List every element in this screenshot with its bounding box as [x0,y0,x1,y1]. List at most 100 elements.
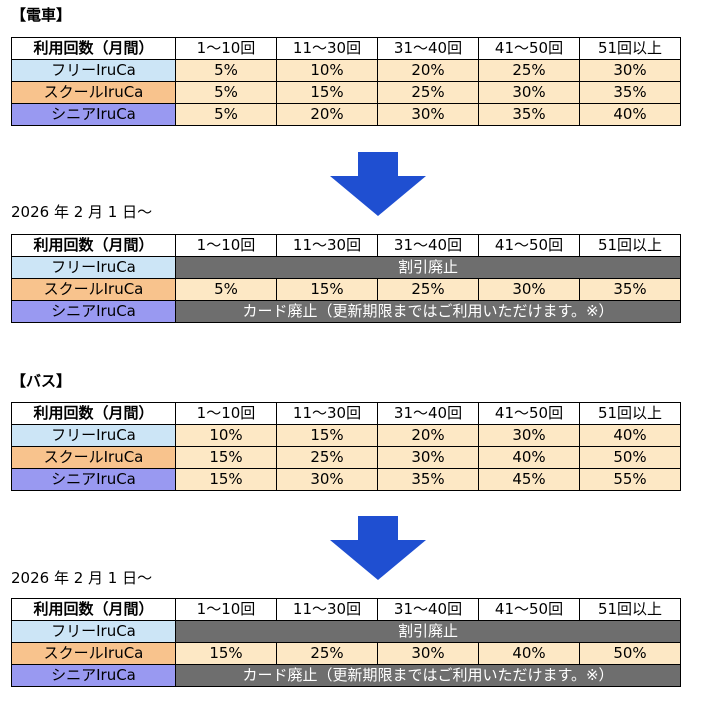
discount-cell: 40% [579,103,681,126]
discount-cell: 50% [579,642,681,665]
row-label-senior: シニアIruCa [11,300,176,323]
discount-cell: 20% [276,103,378,126]
table-row: スクールIruCa 5% 15% 25% 30% 35% [11,278,681,301]
discount-cell: 55% [579,468,681,491]
card-abolished-note: カード廃止（更新期限まではご利用いただけます。※） [175,300,681,323]
train-heading: 【電車】 [11,6,72,24]
header-usage-count: 利用回数（月間） [11,234,176,257]
discount-cell: 50% [579,446,681,469]
header-col: 31～40回 [377,37,479,60]
table-header-row: 利用回数（月間） 1～10回 11～30回 31～40回 41～50回 51回以… [11,402,681,425]
discount-cell: 15% [276,278,378,301]
discount-cell: 5% [175,278,277,301]
header-col: 1～10回 [175,402,277,425]
table-row: シニアIruCa 5% 20% 30% 35% 40% [11,103,681,126]
discount-cell: 30% [478,81,580,104]
row-label-free: フリーIruCa [11,59,176,82]
table-row: フリーIruCa 10% 15% 20% 30% 40% [11,424,681,447]
row-label-free: フリーIruCa [11,620,176,643]
discount-cell: 25% [276,446,378,469]
header-col: 41～50回 [478,234,580,257]
train-current-table: 利用回数（月間） 1～10回 11～30回 31～40回 41～50回 51回以… [11,37,681,126]
table-row: フリーIruCa 割引廃止 [11,620,681,643]
row-label-school: スクールIruCa [11,81,176,104]
header-col: 31～40回 [377,234,479,257]
header-col: 11～30回 [276,234,378,257]
header-col: 11～30回 [276,598,378,621]
table-row: フリーIruCa 5% 10% 20% 25% 30% [11,59,681,82]
row-label-senior: シニアIruCa [11,468,176,491]
discount-abolished-note: 割引廃止 [175,256,681,279]
discount-cell: 30% [478,424,580,447]
table-header-row: 利用回数（月間） 1～10回 11～30回 31～40回 41～50回 51回以… [11,234,681,257]
discount-cell: 5% [175,59,277,82]
row-label-free: フリーIruCa [11,256,176,279]
header-col: 41～50回 [478,598,580,621]
discount-cell: 15% [175,642,277,665]
header-usage-count: 利用回数（月間） [11,598,176,621]
table-row: シニアIruCa 15% 30% 35% 45% 55% [11,468,681,491]
discount-cell: 30% [478,278,580,301]
discount-cell: 40% [478,642,580,665]
header-col: 1～10回 [175,234,277,257]
discount-cell: 30% [377,642,479,665]
row-label-free: フリーIruCa [11,424,176,447]
header-col: 51回以上 [579,402,681,425]
discount-cell: 30% [579,59,681,82]
header-usage-count: 利用回数（月間） [11,37,176,60]
discount-cell: 30% [377,103,479,126]
down-arrow-icon [330,152,426,216]
discount-cell: 45% [478,468,580,491]
discount-cell: 25% [478,59,580,82]
discount-cell: 25% [276,642,378,665]
header-col: 41～50回 [478,37,580,60]
discount-cell: 10% [276,59,378,82]
discount-cell: 35% [377,468,479,491]
header-col: 1～10回 [175,598,277,621]
train-new-table: 利用回数（月間） 1～10回 11～30回 31～40回 41～50回 51回以… [11,234,681,323]
discount-cell: 25% [377,81,479,104]
row-label-school: スクールIruCa [11,278,176,301]
down-arrow-icon [330,516,426,580]
discount-cell: 40% [579,424,681,447]
row-label-senior: シニアIruCa [11,103,176,126]
discount-cell: 15% [276,424,378,447]
table-row: シニアIruCa カード廃止（更新期限まではご利用いただけます。※） [11,664,681,687]
header-col: 51回以上 [579,598,681,621]
row-label-school: スクールIruCa [11,642,176,665]
discount-cell: 40% [478,446,580,469]
header-col: 11～30回 [276,37,378,60]
discount-cell: 30% [377,446,479,469]
discount-cell: 35% [478,103,580,126]
card-abolished-note: カード廃止（更新期限まではご利用いただけます。※） [175,664,681,687]
discount-abolished-note: 割引廃止 [175,620,681,643]
table-row: シニアIruCa カード廃止（更新期限まではご利用いただけます。※） [11,300,681,323]
table-header-row: 利用回数（月間） 1～10回 11～30回 31～40回 41～50回 51回以… [11,598,681,621]
table-row: フリーIruCa 割引廃止 [11,256,681,279]
row-label-senior: シニアIruCa [11,664,176,687]
header-col: 51回以上 [579,234,681,257]
header-col: 31～40回 [377,598,479,621]
bus-heading: 【バス】 [11,372,72,390]
header-col: 1～10回 [175,37,277,60]
bus-effective-date: 2026 年 2 月 1 日～ [11,569,153,587]
discount-cell: 15% [175,468,277,491]
discount-cell: 35% [579,278,681,301]
header-col: 11～30回 [276,402,378,425]
discount-cell: 5% [175,103,277,126]
bus-new-table: 利用回数（月間） 1～10回 11～30回 31～40回 41～50回 51回以… [11,598,681,687]
table-row: スクールIruCa 15% 25% 30% 40% 50% [11,642,681,665]
discount-cell: 15% [175,446,277,469]
train-effective-date: 2026 年 2 月 1 日～ [11,203,153,221]
discount-cell: 25% [377,278,479,301]
header-col: 31～40回 [377,402,479,425]
row-label-school: スクールIruCa [11,446,176,469]
table-header-row: 利用回数（月間） 1～10回 11～30回 31～40回 41～50回 51回以… [11,37,681,60]
discount-cell: 20% [377,59,479,82]
header-col: 51回以上 [579,37,681,60]
discount-cell: 30% [276,468,378,491]
discount-cell: 35% [579,81,681,104]
discount-cell: 10% [175,424,277,447]
discount-cell: 15% [276,81,378,104]
table-row: スクールIruCa 5% 15% 25% 30% 35% [11,81,681,104]
